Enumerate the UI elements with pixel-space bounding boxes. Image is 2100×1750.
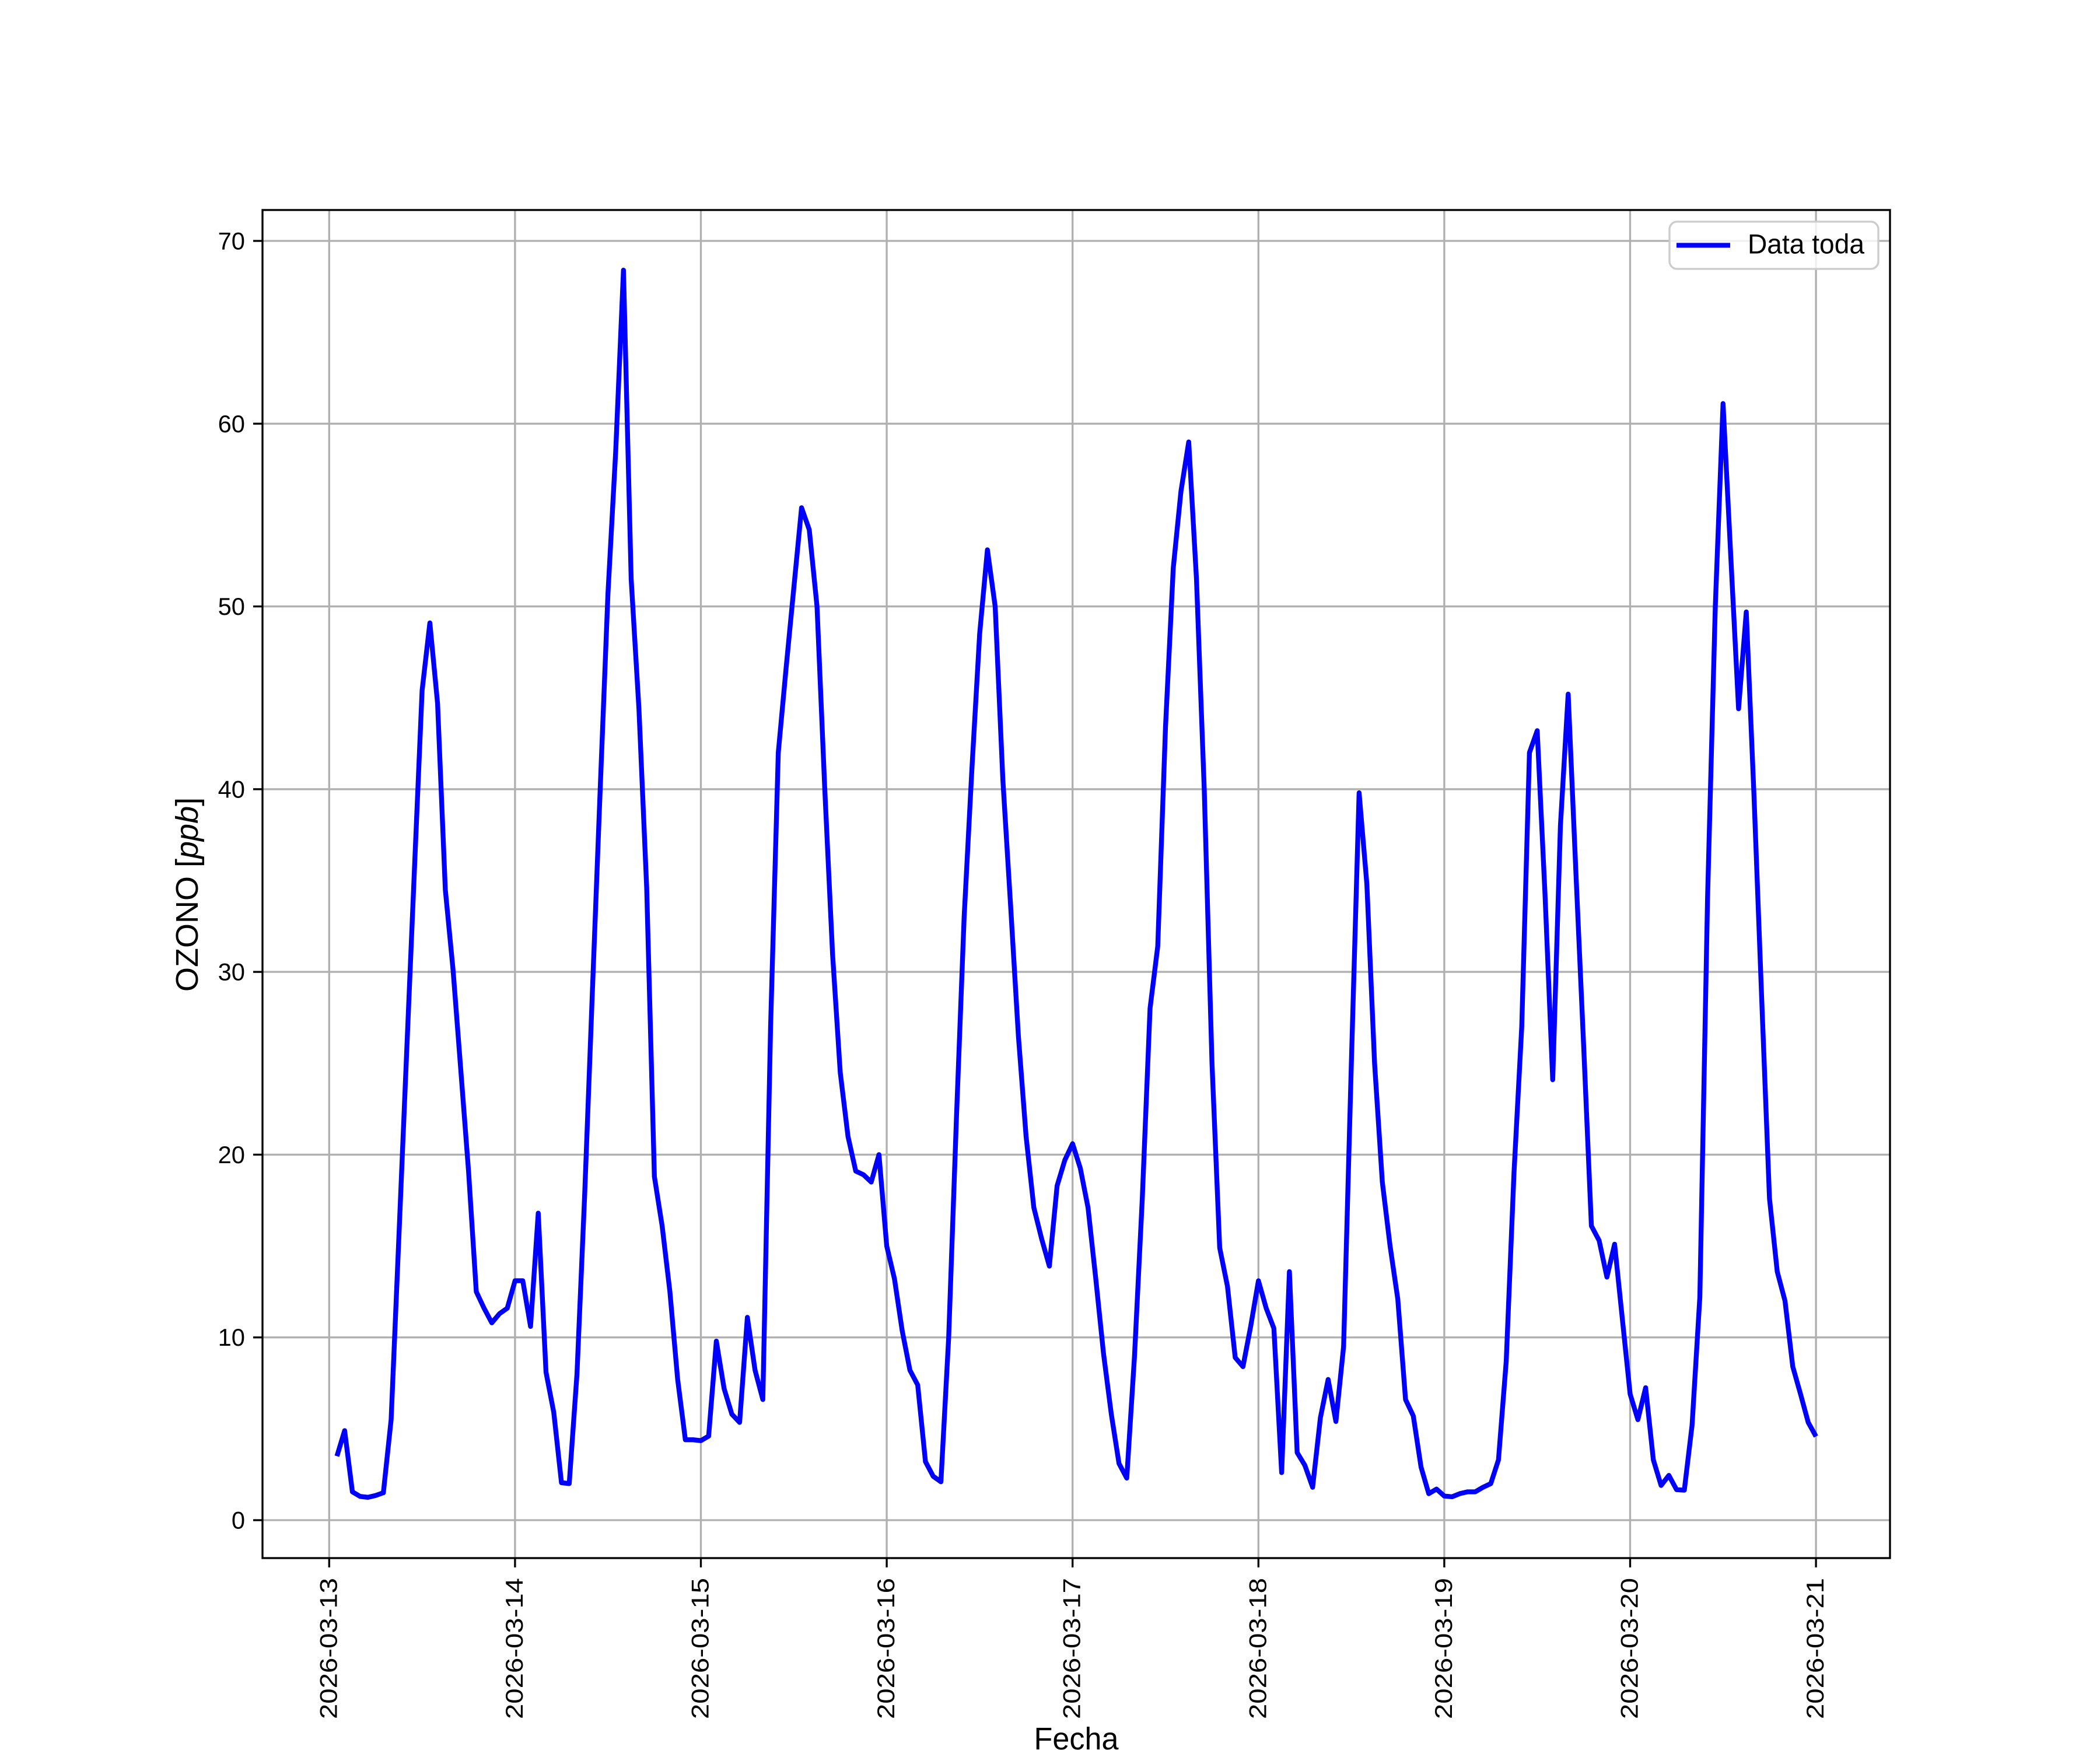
svg-text:2026-03-19: 2026-03-19 [1430, 1578, 1457, 1719]
svg-text:2026-03-17: 2026-03-17 [1058, 1578, 1086, 1719]
svg-text:10: 10 [218, 1324, 245, 1351]
svg-text:60: 60 [218, 410, 245, 438]
svg-text:2026-03-15: 2026-03-15 [687, 1578, 714, 1719]
svg-text:2026-03-18: 2026-03-18 [1244, 1578, 1271, 1719]
svg-text:0: 0 [232, 1507, 245, 1534]
svg-text:2026-03-21: 2026-03-21 [1801, 1578, 1829, 1719]
svg-text:OZONO [ppb]: OZONO [ppb] [170, 797, 205, 992]
svg-text:2026-03-16: 2026-03-16 [872, 1578, 900, 1719]
svg-text:70: 70 [218, 228, 245, 255]
svg-text:Fecha: Fecha [1034, 1721, 1119, 1750]
svg-text:2026-03-14: 2026-03-14 [501, 1578, 528, 1719]
svg-text:50: 50 [218, 593, 245, 620]
svg-text:2026-03-20: 2026-03-20 [1616, 1578, 1643, 1719]
svg-text:2026-03-13: 2026-03-13 [314, 1578, 342, 1719]
svg-text:40: 40 [218, 775, 245, 803]
svg-text:Data toda: Data toda [1748, 229, 1865, 260]
svg-text:20: 20 [218, 1141, 245, 1168]
svg-text:30: 30 [218, 958, 245, 986]
